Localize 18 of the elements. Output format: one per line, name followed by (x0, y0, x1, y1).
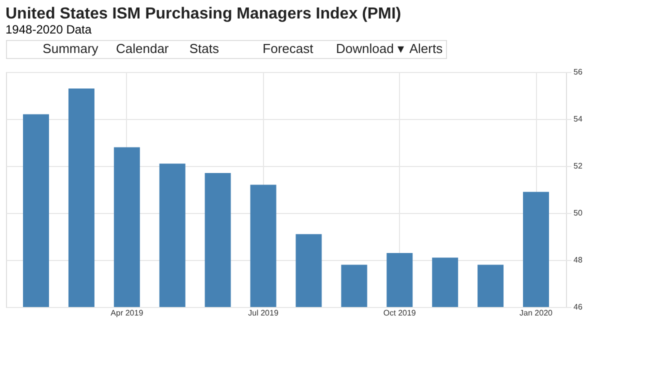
x-tick-label: Jan 2020 (520, 308, 554, 318)
x-tick-label: Apr 2019 (110, 308, 144, 318)
chart-subtitle: 1948-2020 Data (6, 22, 92, 36)
y-tick-label: 46 (574, 302, 583, 312)
y-tick-label: 48 (574, 256, 583, 264)
x-tick-label: Oct 2019 (383, 308, 416, 318)
y-tick-label: 52 (574, 162, 583, 170)
text: Download ▾ (336, 41, 404, 56)
text: Calendar (116, 41, 170, 56)
y-tick-label: 54 (574, 114, 583, 124)
text: Forecast (262, 41, 314, 56)
x-tick-label: Jul 2019 (248, 308, 279, 318)
y-tick-label: 50 (574, 208, 583, 218)
y-tick-label: 56 (574, 68, 583, 76)
text: Alerts (409, 41, 444, 56)
text: Summary (42, 41, 99, 56)
text: Stats (189, 41, 220, 56)
chart-title: United States ISM Purchasing Managers Index (PMI) (6, 6, 402, 22)
